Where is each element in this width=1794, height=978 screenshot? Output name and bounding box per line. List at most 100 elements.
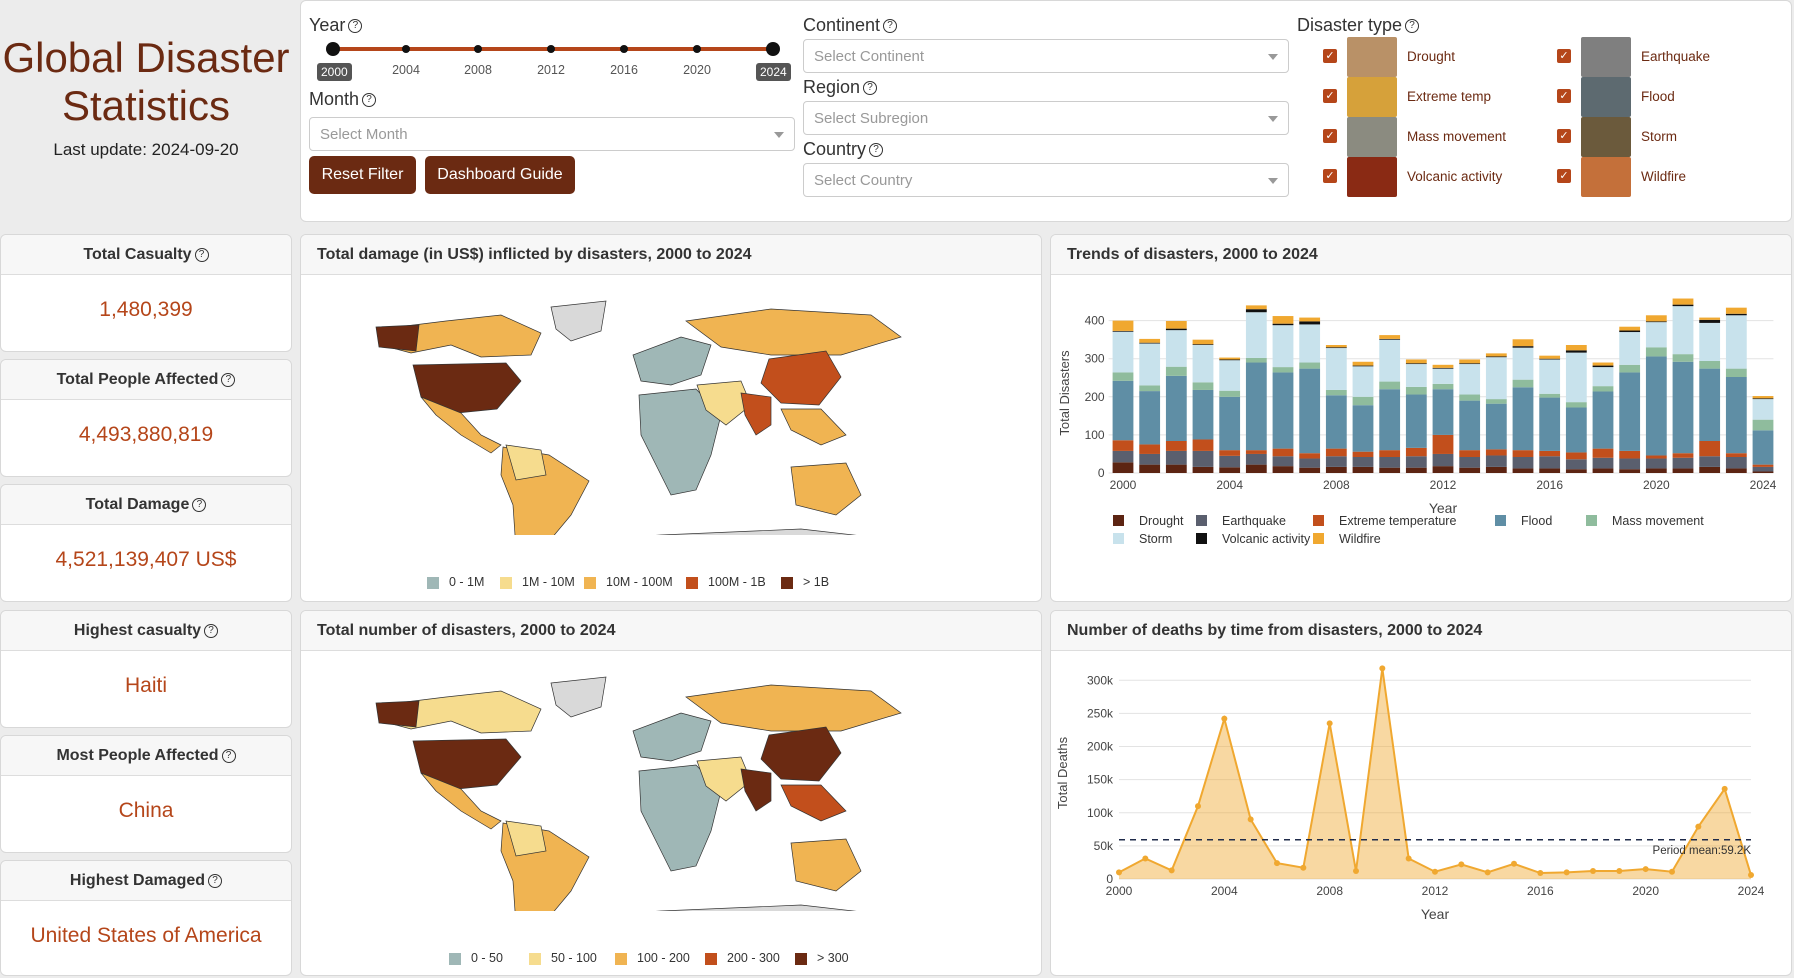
help-icon[interactable]: ?: [869, 143, 884, 158]
bar-segment: [1352, 366, 1374, 397]
help-icon[interactable]: ?: [208, 873, 223, 888]
damage-map-panel: Total damage (in US$) inflicted by disas…: [300, 234, 1042, 602]
help-icon[interactable]: ?: [221, 372, 236, 387]
y-axis-label: Total Deaths: [1055, 736, 1070, 809]
reset-filter-button[interactable]: Reset Filter: [309, 156, 416, 194]
year-slider-end-handle[interactable]: [766, 42, 780, 56]
trends-panel: Trends of disasters, 2000 to 2024 0 100 20…: [1050, 234, 1792, 602]
dashboard-guide-button[interactable]: Dashboard Guide: [425, 156, 575, 194]
bar-segment: [1352, 361, 1374, 366]
legend-swatch: [427, 576, 439, 589]
data-point: [1353, 868, 1359, 875]
help-icon[interactable]: ?: [863, 81, 878, 96]
data-point: [1247, 816, 1254, 823]
bar-segment: [1352, 451, 1374, 457]
legend-label: 0 - 1M: [449, 575, 485, 589]
bar-segment: [1645, 455, 1667, 459]
legend-label: Drought: [1139, 514, 1184, 528]
bar-segment: [1565, 352, 1587, 403]
help-icon[interactable]: ?: [194, 247, 209, 262]
bar-segment: [1325, 389, 1347, 396]
legend-label: Extreme temperature: [1339, 514, 1456, 528]
panel-title: Total damage (in US$) inflicted by disas…: [301, 235, 1041, 275]
bar-segment: [1272, 323, 1294, 326]
bar-segment: [1592, 386, 1614, 392]
data-point: [1221, 715, 1228, 722]
y-tick-label: 100k: [1087, 806, 1114, 820]
help-icon[interactable]: ?: [192, 497, 207, 512]
bar-segment: [1619, 372, 1641, 451]
bar-segment: [1165, 441, 1187, 451]
continent-select[interactable]: Select Continent: [803, 39, 1289, 73]
country-select[interactable]: Select Country: [803, 163, 1289, 197]
bar-segment: [1325, 348, 1347, 390]
bar-segment: [1272, 372, 1294, 449]
bar-segment: [1752, 466, 1774, 472]
damage-world-map[interactable]: [301, 285, 1042, 535]
legend-label: 10M - 100M: [606, 575, 673, 589]
bar-segment: [1245, 464, 1267, 473]
month-select[interactable]: Select Month: [309, 117, 795, 151]
bar-segment: [1352, 365, 1374, 367]
bar-segment: [1325, 456, 1347, 467]
bar-segment: [1592, 391, 1614, 449]
legend-label: Storm: [1139, 532, 1172, 546]
checkbox-icon[interactable]: ✓: [1557, 49, 1571, 63]
kpi-value: 4,521,139,407 US$: [55, 548, 237, 571]
trends-bar-chart[interactable]: 0 100 200 300 400 2000 2004 2008 2012 2016 2020 202…: [1051, 275, 1792, 601]
bar-segment: [1299, 317, 1321, 322]
legend-item: 0 - 1M: [427, 575, 484, 589]
deaths-area-chart[interactable]: 0 50k 100k 150k 200k 250k 300k 2000 2004 2008 2012…: [1051, 651, 1792, 975]
bar-segment: [1485, 399, 1507, 404]
region-label-text: Region: [803, 77, 861, 97]
bar-segment: [1485, 357, 1507, 400]
help-icon[interactable]: ?: [221, 748, 236, 763]
bar-segment: [1699, 368, 1721, 441]
region-russia: [685, 308, 902, 356]
legend-item: 100 - 200: [615, 951, 690, 965]
checkbox-icon[interactable]: ✓: [1557, 89, 1571, 103]
legend-item: 100M - 1B: [686, 575, 766, 589]
region-antarctica: [655, 904, 857, 911]
help-icon[interactable]: ?: [1405, 19, 1420, 34]
bar-segment: [1459, 450, 1481, 457]
bar-segment: [1485, 356, 1507, 358]
bar-segment: [1405, 394, 1427, 448]
region-china: [760, 726, 842, 782]
kpi-label: Total Damage: [85, 496, 190, 513]
count-world-map[interactable]: [301, 661, 1042, 911]
legend-item: 200 - 300: [705, 951, 780, 965]
y-tick-label: 400: [1085, 314, 1105, 328]
help-icon[interactable]: ?: [204, 623, 219, 638]
bar-segment: [1645, 458, 1667, 469]
bar-segment: [1299, 467, 1321, 473]
region-australia: [790, 462, 862, 516]
bar-segment: [1219, 467, 1241, 473]
year-slider-start-handle[interactable]: [326, 42, 340, 56]
legend-swatch: [795, 952, 807, 965]
bar-segment: [1299, 458, 1321, 468]
checkbox-icon[interactable]: ✓: [1323, 169, 1337, 183]
checkbox-icon[interactable]: ✓: [1557, 169, 1571, 183]
bar-segment: [1725, 313, 1747, 316]
help-icon[interactable]: ?: [348, 19, 363, 34]
region-select[interactable]: Select Subregion: [803, 101, 1289, 135]
region-russia: [685, 684, 902, 732]
checkbox-icon[interactable]: ✓: [1557, 129, 1571, 143]
bar-segment: [1112, 380, 1134, 441]
month-label: Month?: [309, 89, 377, 110]
bar-segment: [1219, 357, 1241, 360]
x-tick-label: 2012: [1430, 478, 1457, 492]
help-icon[interactable]: ?: [883, 19, 898, 34]
mass-movement-thumbnail: [1347, 117, 1397, 157]
bar-segment: [1592, 468, 1614, 473]
region-india: [740, 768, 772, 812]
bar-segment: [1112, 372, 1134, 381]
checkbox-icon[interactable]: ✓: [1323, 49, 1337, 63]
bar-segment: [1459, 400, 1481, 451]
region-india: [740, 392, 772, 436]
legend-label: Mass movement: [1612, 514, 1704, 528]
help-icon[interactable]: ?: [362, 93, 377, 108]
checkbox-icon[interactable]: ✓: [1323, 129, 1337, 143]
checkbox-icon[interactable]: ✓: [1323, 89, 1337, 103]
